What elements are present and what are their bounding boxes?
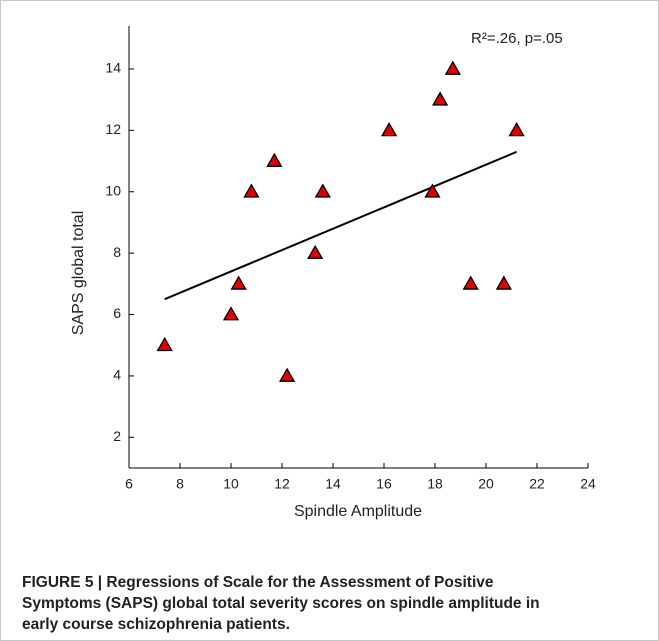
point — [243, 183, 260, 198]
x-tick-label: 12 — [274, 476, 290, 492]
y-tick-label: 14 — [105, 60, 121, 76]
point — [278, 367, 296, 382]
regression-line — [164, 150, 517, 301]
x-tick-label: 18 — [427, 476, 443, 492]
y-tick-label: 4 — [113, 367, 121, 383]
point — [266, 152, 283, 167]
point — [495, 275, 512, 290]
x-tick-label: 6 — [125, 476, 133, 492]
point — [307, 244, 324, 260]
x-axis-label: Spindle Amplitude — [294, 503, 422, 520]
point — [230, 275, 247, 290]
y-tick-label: 6 — [113, 305, 121, 321]
chart: Spindle Amplitude SAPS global total R²=.… — [70, 26, 596, 520]
point — [508, 122, 525, 137]
caption-line: early course schizophrenia patients. — [22, 616, 290, 633]
x-tick-label: 20 — [478, 476, 494, 492]
caption-line: FIGURE 5 | Regressions of Scale for the … — [22, 574, 494, 591]
point — [444, 60, 461, 75]
x-tick-label: 16 — [376, 476, 392, 492]
x-tick-label: 22 — [529, 476, 545, 492]
point — [222, 306, 240, 321]
annotation: R²=.26, p=.05 — [471, 30, 563, 47]
point — [314, 183, 331, 198]
y-axis-label: SAPS global total — [70, 211, 87, 336]
x-tick-label: 24 — [580, 476, 596, 492]
y-tick-label: 2 — [113, 428, 121, 444]
x-tick-label: 8 — [176, 476, 184, 492]
x-tick-label: 10 — [223, 476, 239, 492]
point — [431, 91, 449, 106]
y-tick-label: 8 — [113, 244, 121, 260]
point — [424, 183, 441, 198]
point — [380, 122, 398, 137]
point — [462, 275, 479, 290]
y-tick-label: 12 — [105, 121, 121, 137]
caption: FIGURE 5 | Regressions of Scale for the … — [22, 572, 652, 635]
x-tick-label: 14 — [325, 476, 341, 492]
point — [156, 336, 173, 352]
caption-line: Symptoms (SAPS) global total severity sc… — [22, 595, 540, 612]
y-tick-label: 10 — [105, 182, 121, 198]
